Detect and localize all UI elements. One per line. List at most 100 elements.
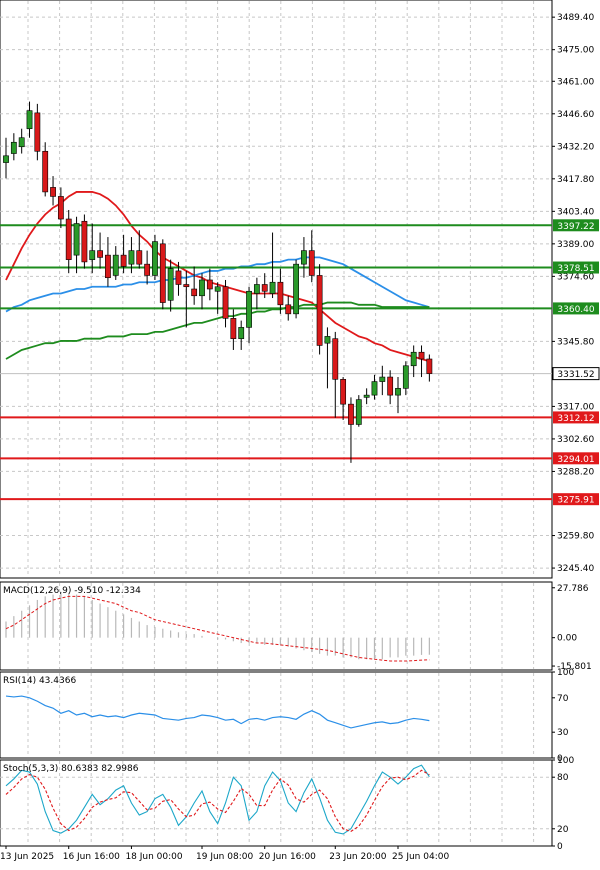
- candle-body: [128, 250, 135, 265]
- candle-body: [230, 318, 237, 339]
- candle-body: [26, 110, 33, 129]
- price-axis-label: 3389.00: [557, 240, 594, 250]
- candle: [57, 187, 64, 229]
- candle-body: [261, 284, 268, 292]
- candle: [410, 345, 417, 378]
- candle-body: [293, 263, 299, 315]
- candle-body: [387, 376, 394, 396]
- candle: [10, 133, 17, 161]
- candle: [183, 270, 190, 328]
- pane-frame-3: [0, 759, 553, 847]
- candle-body: [167, 268, 174, 301]
- candle: [355, 395, 362, 427]
- candle-body: [206, 279, 213, 290]
- price-axis-label: 3489.40: [557, 13, 594, 23]
- candle-body: [355, 399, 362, 425]
- moving-average-line-2: [5, 301, 430, 360]
- candle-body: [18, 137, 25, 148]
- candle: [120, 234, 127, 274]
- rsi-label: RSI(14) 43.4366: [3, 676, 76, 686]
- candles: [3, 101, 433, 463]
- candle: [379, 365, 386, 396]
- candle: [426, 354, 433, 382]
- candle-body: [269, 281, 276, 294]
- candle: [159, 239, 166, 310]
- candle: [65, 209, 72, 274]
- price-axis-label: 3317.00: [557, 402, 594, 412]
- candle-body: [308, 250, 315, 276]
- candle: [230, 309, 237, 350]
- candle: [363, 388, 370, 405]
- candle: [97, 232, 103, 269]
- candle-body: [97, 250, 103, 258]
- current-price-tag: [552, 367, 600, 381]
- candle-body: [34, 112, 41, 152]
- rsi-axis-label: 0: [557, 754, 563, 764]
- candle: [402, 361, 409, 396]
- candle-body: [316, 275, 323, 346]
- candle: [285, 295, 292, 321]
- candle-body: [301, 250, 307, 265]
- candle: [191, 266, 198, 305]
- candle-body: [152, 241, 158, 276]
- price-axis-label: 3374.60: [557, 272, 594, 282]
- candle: [112, 246, 119, 280]
- candle-body: [371, 381, 378, 396]
- resistance-level-label: 3360.40: [557, 305, 594, 315]
- macd-axis-label: -15.801: [557, 662, 592, 672]
- candle-body: [120, 254, 127, 267]
- candle-body: [214, 286, 221, 292]
- candle-body: [191, 288, 198, 297]
- time-axis-label: 19 Jun 08:00: [196, 852, 253, 862]
- price-axis-label: 3432.20: [557, 142, 594, 152]
- candle: [253, 277, 260, 310]
- candle: [89, 223, 96, 274]
- support-level-label: 3294.01: [557, 455, 594, 465]
- stoch-axis-label: 0: [557, 842, 563, 852]
- candle-body: [112, 254, 119, 276]
- support-level-label: 3275.91: [557, 496, 594, 506]
- candle: [238, 320, 245, 350]
- candle-body: [253, 284, 260, 294]
- support-level-tag: [553, 493, 599, 506]
- candle: [418, 345, 425, 378]
- price-axis-label: 3461.00: [557, 77, 594, 87]
- price-axis-label: 3345.80: [557, 337, 594, 347]
- resistance-level-tag: [553, 219, 599, 232]
- candle-body: [144, 263, 151, 276]
- candle-body: [277, 281, 284, 306]
- rsi-axis-label: 70: [557, 694, 569, 704]
- time-axis-label: 13 Jun 2025: [0, 852, 54, 862]
- candle-body: [324, 336, 331, 344]
- resistance-level-tag: [553, 302, 599, 315]
- candle-body: [363, 394, 370, 398]
- stoch-axis-label: 80: [557, 773, 569, 783]
- time-axis-label: 16 Jun 16:00: [63, 852, 120, 862]
- candle: [144, 250, 151, 285]
- price-axis-label: 3302.60: [557, 435, 594, 445]
- time-axis-label: 20 Jun 16:00: [259, 852, 316, 862]
- candle: [34, 103, 41, 161]
- candle-body: [50, 187, 56, 197]
- candle-body: [410, 351, 417, 367]
- candle: [324, 327, 331, 389]
- candle-body: [57, 196, 64, 220]
- resistance-level-label: 3378.51: [557, 264, 594, 274]
- candle: [371, 374, 378, 400]
- candle-body: [332, 338, 339, 380]
- support-level-tag: [553, 411, 599, 424]
- candle: [214, 282, 221, 314]
- candle-body: [238, 327, 245, 339]
- candle: [261, 273, 268, 299]
- time-axis-label: 18 Jun 00:00: [125, 852, 182, 862]
- macd-histogram: [5, 592, 430, 660]
- price-axis-label: 3403.40: [557, 207, 594, 217]
- candle: [206, 268, 213, 301]
- rsi-axis-label: 100: [557, 668, 574, 678]
- candle: [222, 279, 229, 328]
- candle-body: [42, 150, 49, 193]
- stoch-label: Stoch(5,3,3) 80.6383 82.9986: [3, 764, 139, 774]
- stoch-axis-label: 100: [557, 756, 574, 766]
- candle: [277, 268, 284, 314]
